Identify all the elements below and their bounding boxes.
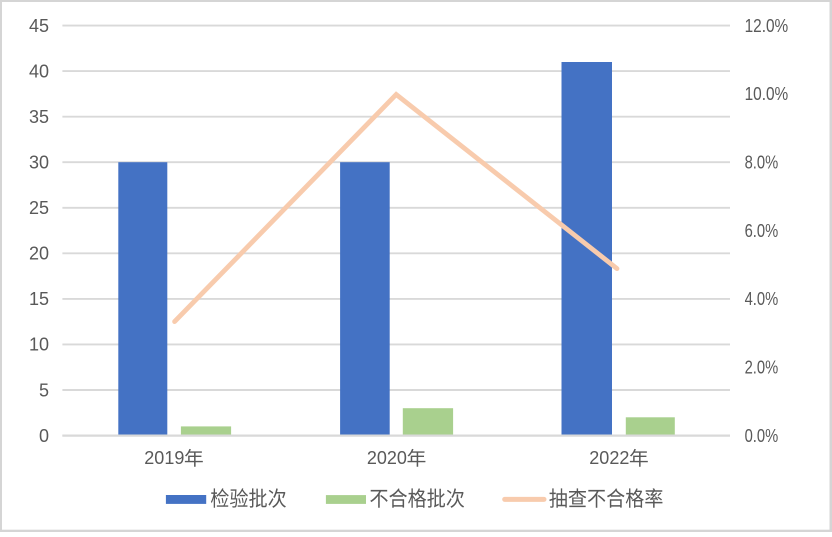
svg-text:15: 15	[29, 289, 49, 309]
svg-text:2022: 2022	[589, 448, 629, 468]
svg-text:20: 20	[29, 244, 49, 264]
svg-text:10: 10	[29, 335, 49, 355]
svg-text:2019: 2019	[144, 448, 184, 468]
svg-text:0.0%: 0.0%	[745, 426, 779, 446]
svg-text:6.0%: 6.0%	[745, 221, 779, 241]
svg-text:30: 30	[29, 153, 49, 173]
svg-text:35: 35	[29, 107, 49, 127]
svg-text:2020: 2020	[367, 448, 407, 468]
svg-text:45: 45	[29, 16, 49, 36]
svg-text:12.0%: 12.0%	[745, 16, 789, 36]
svg-text:4.0%: 4.0%	[745, 289, 779, 309]
svg-text:2.0%: 2.0%	[745, 358, 779, 378]
svg-text:40: 40	[29, 61, 49, 81]
svg-text:25: 25	[29, 198, 49, 218]
svg-text:8.0%: 8.0%	[745, 153, 779, 173]
svg-text:5: 5	[39, 380, 49, 400]
svg-text:10.0%: 10.0%	[745, 84, 789, 104]
svg-text:0: 0	[39, 426, 49, 446]
